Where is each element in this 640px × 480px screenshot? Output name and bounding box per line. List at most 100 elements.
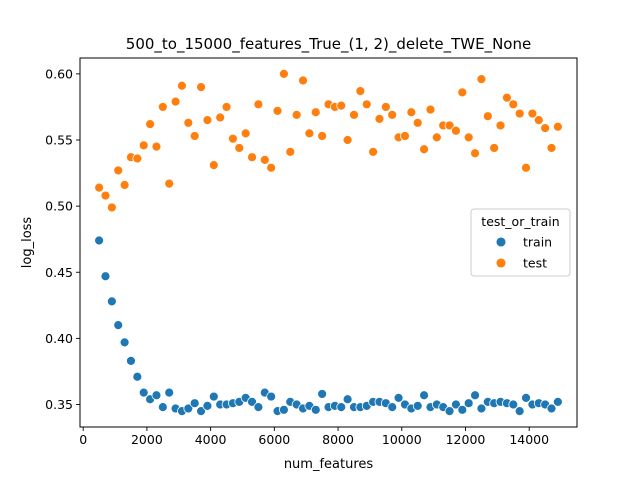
- point-test: [202, 115, 213, 126]
- point-train: [183, 403, 194, 414]
- point-test: [489, 143, 500, 153]
- point-test: [291, 109, 302, 120]
- point-test: [221, 102, 232, 112]
- point-train: [189, 398, 200, 409]
- x-tick-label: 0: [79, 432, 87, 447]
- point-test: [100, 190, 111, 201]
- point-test: [132, 153, 143, 164]
- point-train: [138, 387, 149, 398]
- point-test: [419, 144, 429, 155]
- point-test: [451, 125, 461, 136]
- x-axis-ticks: 0 2000 4000 6000 8000 10000 12000 14000: [79, 427, 549, 447]
- x-tick-label: 10000: [382, 432, 422, 447]
- point-test: [521, 162, 531, 173]
- point-test: [234, 143, 245, 153]
- point-test: [208, 160, 219, 171]
- point-test: [247, 152, 257, 163]
- point-test: [457, 87, 468, 98]
- point-test: [349, 109, 359, 120]
- x-tick-label: 8000: [322, 432, 354, 447]
- point-test: [406, 107, 417, 118]
- point-test: [94, 182, 105, 193]
- point-test: [272, 106, 283, 116]
- point-test: [425, 104, 436, 115]
- point-test: [508, 99, 519, 110]
- point-train: [508, 399, 519, 410]
- legend-marker-train: [495, 236, 507, 248]
- point-train: [317, 389, 328, 399]
- point-train: [113, 320, 124, 331]
- point-train: [546, 403, 557, 414]
- point-test: [298, 75, 308, 86]
- x-tick-label: 4000: [195, 432, 227, 447]
- x-tick-label: 12000: [446, 432, 486, 447]
- point-test: [119, 180, 130, 190]
- point-test: [361, 99, 372, 110]
- point-test: [336, 100, 347, 111]
- point-test: [157, 102, 168, 112]
- point-train: [521, 393, 531, 403]
- point-train: [419, 390, 429, 401]
- point-train: [412, 400, 423, 411]
- point-test: [470, 148, 480, 159]
- point-test: [317, 131, 328, 141]
- point-test: [380, 102, 391, 112]
- point-train: [94, 235, 105, 246]
- legend-label-train: train: [523, 235, 552, 250]
- point-test: [482, 111, 493, 122]
- y-tick-label: 0.60: [45, 66, 73, 81]
- x-tick-label: 14000: [509, 432, 549, 447]
- y-tick-label: 0.45: [45, 265, 73, 280]
- point-train: [164, 387, 175, 398]
- point-test: [502, 92, 512, 103]
- y-tick-label: 0.50: [45, 199, 73, 214]
- y-tick-label: 0.55: [45, 133, 73, 148]
- point-test: [400, 131, 410, 141]
- point-test: [310, 107, 321, 118]
- point-test: [374, 113, 385, 124]
- point-test: [145, 119, 155, 130]
- plot-frame: [79, 57, 578, 428]
- point-test: [196, 82, 206, 92]
- point-test: [138, 140, 149, 151]
- point-train: [266, 391, 277, 402]
- point-test: [189, 131, 200, 141]
- y-tick-label: 0.35: [45, 397, 73, 412]
- point-train: [444, 406, 455, 417]
- y-axis-ticks: 0.35 0.40 0.45 0.50 0.55 0.60: [45, 66, 80, 412]
- point-test: [170, 96, 181, 107]
- point-test: [113, 165, 124, 176]
- point-train: [457, 404, 468, 415]
- point-test: [106, 202, 117, 213]
- legend-title: test_or_train: [481, 214, 559, 229]
- point-train: [119, 337, 130, 348]
- point-test: [355, 86, 366, 96]
- point-test: [540, 123, 551, 133]
- point-train: [470, 390, 480, 401]
- point-train: [106, 296, 117, 307]
- x-tick-label: 2000: [131, 432, 163, 447]
- legend: test_or_train train test: [470, 208, 571, 277]
- point-test: [259, 154, 270, 165]
- point-test: [342, 135, 353, 145]
- point-train: [310, 404, 321, 415]
- point-test: [177, 80, 187, 91]
- point-train: [463, 398, 474, 409]
- point-train: [552, 396, 563, 407]
- legend-marker-test: [495, 257, 507, 269]
- point-train: [202, 400, 213, 411]
- point-test: [527, 108, 538, 119]
- point-test: [368, 147, 379, 157]
- point-train: [514, 406, 525, 417]
- point-train: [196, 406, 206, 417]
- point-test: [495, 120, 506, 131]
- point-test: [215, 112, 226, 123]
- point-test: [164, 178, 175, 189]
- y-tick-label: 0.40: [45, 331, 73, 346]
- point-train: [476, 403, 487, 414]
- point-test: [463, 132, 474, 143]
- point-test: [253, 99, 264, 110]
- point-test: [444, 120, 455, 131]
- point-train: [253, 402, 264, 413]
